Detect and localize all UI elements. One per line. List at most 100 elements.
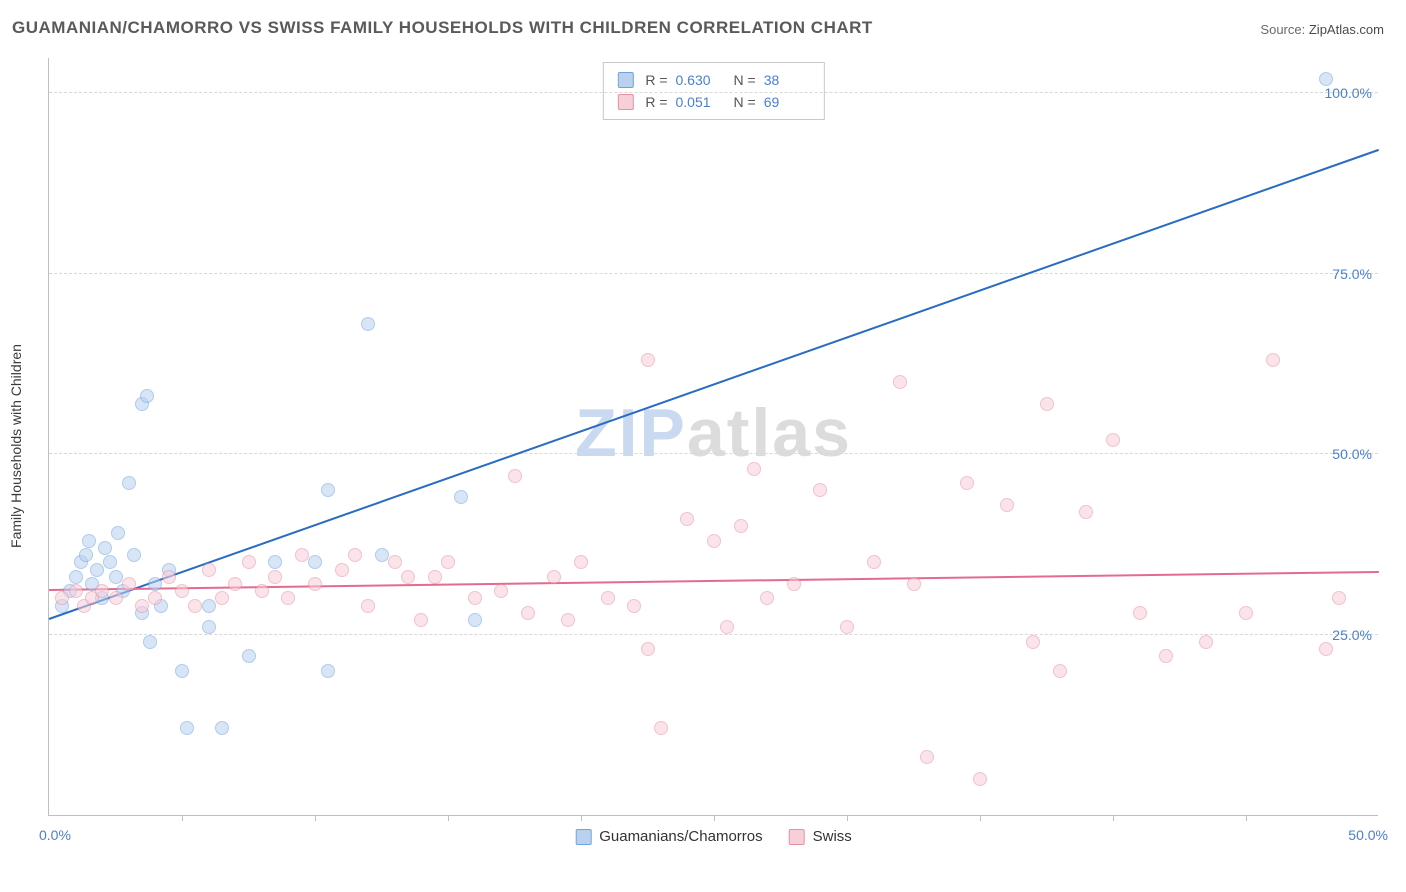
scatter-point-swiss xyxy=(188,599,202,613)
scatter-point-swiss xyxy=(1106,433,1120,447)
trend-line-swiss xyxy=(49,571,1379,591)
scatter-point-swiss xyxy=(69,584,83,598)
scatter-point-guam xyxy=(321,483,335,497)
stats-legend-box: R = 0.630 N = 38 R = 0.051 N = 69 xyxy=(602,62,824,120)
chart-container: GUAMANIAN/CHAMORRO VS SWISS FAMILY HOUSE… xyxy=(0,0,1406,892)
scatter-point-swiss xyxy=(521,606,535,620)
scatter-point-swiss xyxy=(574,555,588,569)
scatter-point-swiss xyxy=(428,570,442,584)
scatter-point-guam xyxy=(268,555,282,569)
scatter-point-guam xyxy=(361,317,375,331)
scatter-point-swiss xyxy=(414,613,428,627)
scatter-point-swiss xyxy=(747,462,761,476)
trend-line-guam xyxy=(49,149,1380,620)
scatter-point-swiss xyxy=(1053,664,1067,678)
scatter-point-swiss xyxy=(268,570,282,584)
y-tick-label: 50.0% xyxy=(1312,446,1372,462)
x-tick xyxy=(847,815,848,821)
scatter-point-swiss xyxy=(1199,635,1213,649)
scatter-point-swiss xyxy=(1319,642,1333,656)
chart-title: GUAMANIAN/CHAMORRO VS SWISS FAMILY HOUSE… xyxy=(12,18,873,38)
n-value-swiss: 69 xyxy=(764,91,810,113)
scatter-point-swiss xyxy=(561,613,575,627)
scatter-point-swiss xyxy=(308,577,322,591)
scatter-point-guam xyxy=(98,541,112,555)
scatter-point-swiss xyxy=(148,591,162,605)
scatter-point-swiss xyxy=(95,584,109,598)
scatter-point-swiss xyxy=(228,577,242,591)
scatter-point-guam xyxy=(242,649,256,663)
scatter-point-swiss xyxy=(1079,505,1093,519)
scatter-point-swiss xyxy=(1133,606,1147,620)
x-tick xyxy=(1113,815,1114,821)
gridline xyxy=(49,453,1378,454)
scatter-point-swiss xyxy=(1040,397,1054,411)
scatter-point-swiss xyxy=(641,353,655,367)
scatter-point-guam xyxy=(375,548,389,562)
scatter-point-swiss xyxy=(654,721,668,735)
scatter-point-swiss xyxy=(813,483,827,497)
r-label: R = xyxy=(645,91,667,113)
scatter-point-guam xyxy=(111,526,125,540)
scatter-point-swiss xyxy=(1159,649,1173,663)
n-label: N = xyxy=(734,69,756,91)
scatter-point-guam xyxy=(109,570,123,584)
legend-item-guam: Guamanians/Chamorros xyxy=(575,828,762,845)
swatch-swiss xyxy=(789,829,805,845)
scatter-point-guam xyxy=(122,476,136,490)
scatter-point-swiss xyxy=(1000,498,1014,512)
scatter-point-swiss xyxy=(122,577,136,591)
scatter-point-swiss xyxy=(1026,635,1040,649)
gridline xyxy=(49,634,1378,635)
scatter-point-guam xyxy=(69,570,83,584)
scatter-point-swiss xyxy=(907,577,921,591)
scatter-point-guam xyxy=(90,563,104,577)
scatter-point-guam xyxy=(148,577,162,591)
scatter-point-swiss xyxy=(401,570,415,584)
legend-label-guam: Guamanians/Chamorros xyxy=(599,828,762,845)
scatter-point-swiss xyxy=(508,469,522,483)
scatter-point-guam xyxy=(1319,72,1333,86)
scatter-point-swiss xyxy=(920,750,934,764)
scatter-point-swiss xyxy=(215,591,229,605)
r-label: R = xyxy=(645,69,667,91)
swatch-swiss xyxy=(617,94,633,110)
scatter-point-swiss xyxy=(441,555,455,569)
x-tick xyxy=(448,815,449,821)
x-tick xyxy=(980,815,981,821)
scatter-point-swiss xyxy=(295,548,309,562)
scatter-point-swiss xyxy=(255,584,269,598)
scatter-point-swiss xyxy=(787,577,801,591)
scatter-point-swiss xyxy=(388,555,402,569)
scatter-point-guam xyxy=(202,599,216,613)
scatter-point-swiss xyxy=(242,555,256,569)
legend-label-swiss: Swiss xyxy=(813,828,852,845)
x-tick xyxy=(1246,815,1247,821)
r-value-swiss: 0.051 xyxy=(676,91,722,113)
scatter-point-guam xyxy=(103,555,117,569)
x-axis-label-max: 50.0% xyxy=(1348,827,1388,843)
scatter-point-swiss xyxy=(720,620,734,634)
scatter-point-swiss xyxy=(760,591,774,605)
scatter-point-guam xyxy=(82,534,96,548)
scatter-point-swiss xyxy=(707,534,721,548)
scatter-point-guam xyxy=(215,721,229,735)
x-axis-label-min: 0.0% xyxy=(39,827,71,843)
x-tick xyxy=(182,815,183,821)
legend-bottom: Guamanians/Chamorros Swiss xyxy=(575,828,852,845)
scatter-point-guam xyxy=(308,555,322,569)
stats-row-swiss: R = 0.051 N = 69 xyxy=(617,91,809,113)
scatter-point-swiss xyxy=(680,512,694,526)
scatter-point-swiss xyxy=(202,563,216,577)
scatter-point-swiss xyxy=(162,570,176,584)
scatter-point-guam xyxy=(454,490,468,504)
swatch-guam xyxy=(617,72,633,88)
scatter-point-swiss xyxy=(1266,353,1280,367)
r-value-guam: 0.630 xyxy=(676,69,722,91)
scatter-point-guam xyxy=(202,620,216,634)
legend-item-swiss: Swiss xyxy=(789,828,852,845)
gridline xyxy=(49,273,1378,274)
scatter-point-guam xyxy=(127,548,141,562)
y-axis-title: Family Households with Children xyxy=(8,344,24,548)
scatter-point-swiss xyxy=(960,476,974,490)
